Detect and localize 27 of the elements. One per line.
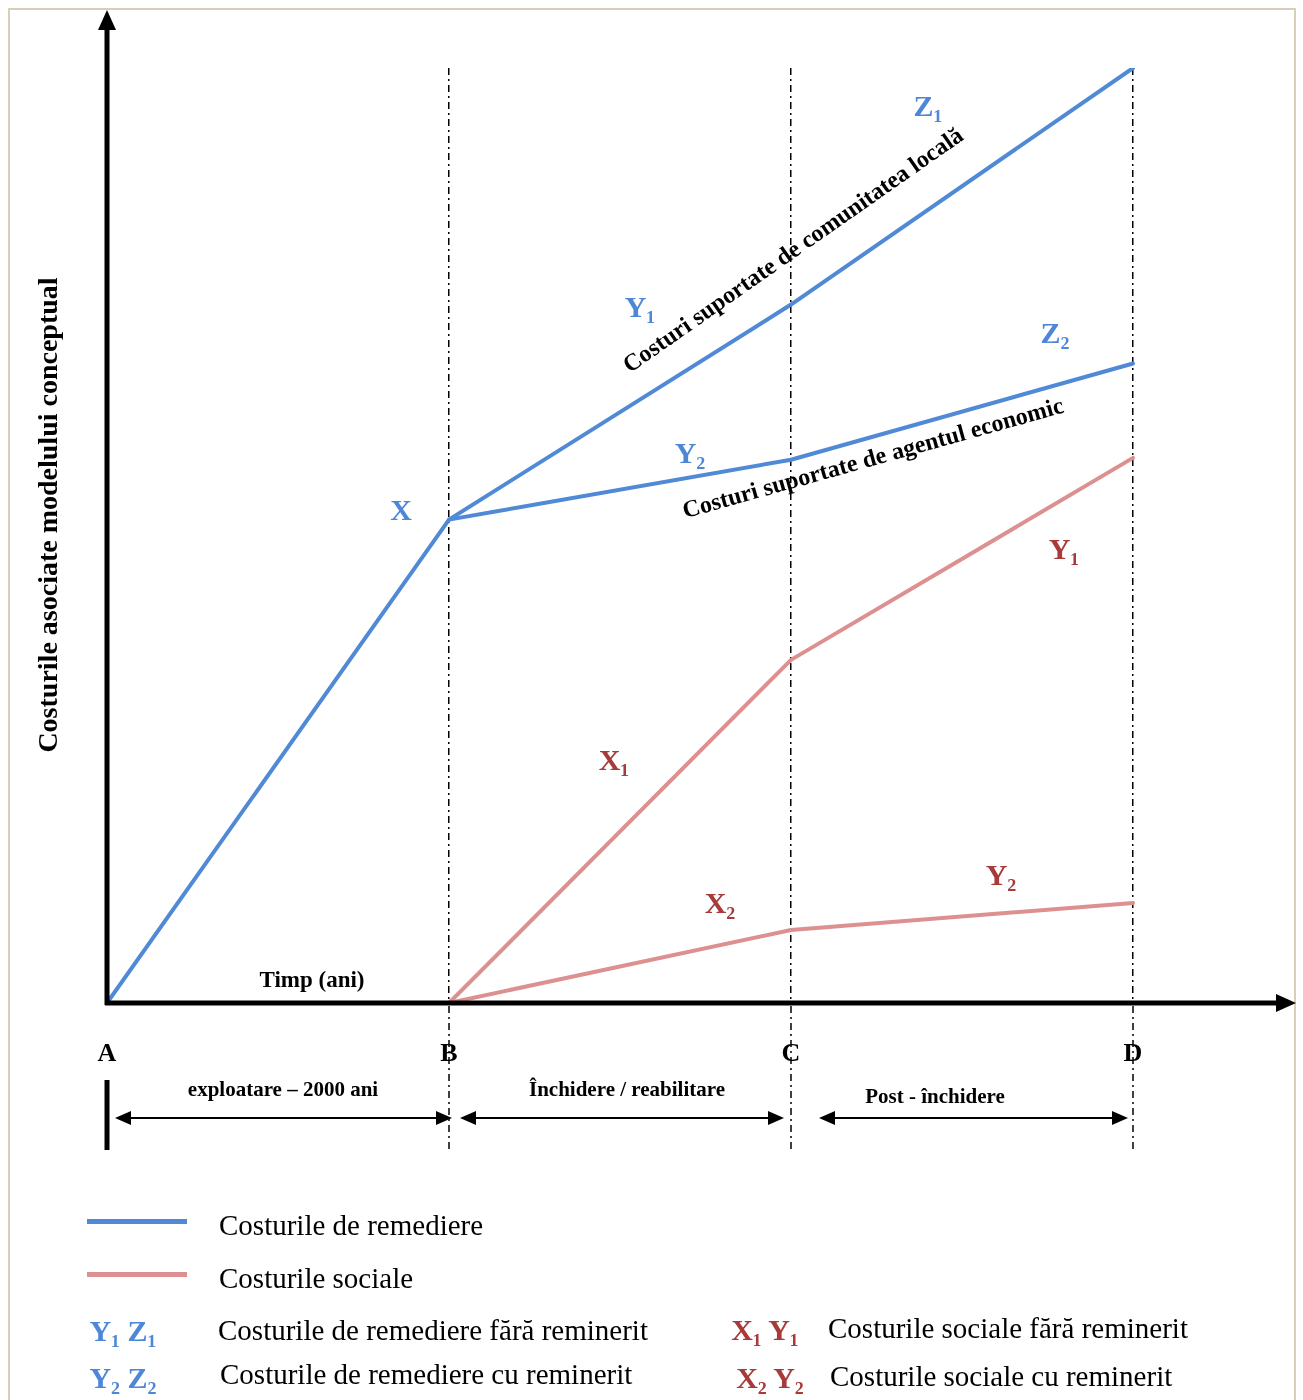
- text: X₂ Y₂: [736, 1361, 804, 1395]
- annotation: Y₂: [674, 436, 706, 470]
- x-tick-label: C: [781, 1038, 801, 1068]
- legend-label: Costurile de remediere: [219, 1208, 484, 1242]
- y-axis-title: Costurile asociate modelului conceptual: [32, 277, 64, 753]
- text: Post - închidere: [865, 1083, 1005, 1109]
- text: exploatare – 2000 ani: [187, 1076, 379, 1102]
- x-axis-title: Timp (ani): [259, 967, 365, 993]
- text: Costurile sociale cu reminerit: [830, 1359, 1173, 1393]
- text: Y₂ Z₂: [89, 1361, 157, 1395]
- legend-label: Costurile sociale: [219, 1261, 414, 1295]
- annotation: X₂: [704, 886, 736, 920]
- annotation: X: [390, 493, 412, 527]
- annotation: Y₁: [1048, 532, 1080, 566]
- annotation: Z₂: [1040, 316, 1070, 350]
- text: Închidere / reabilitare: [529, 1076, 725, 1102]
- text: Costurile sociale fără reminerit: [828, 1311, 1188, 1345]
- text: Y₁ Z₁: [89, 1314, 157, 1348]
- annotation: Z₁: [913, 89, 943, 123]
- text: Costurile de remediere fără reminerit: [218, 1313, 648, 1347]
- annotation: X₁: [598, 743, 630, 777]
- text: X₁ Y₁: [731, 1313, 799, 1347]
- text: Costurile de remediere cu reminerit: [220, 1357, 633, 1391]
- x-tick-label: B: [440, 1038, 458, 1068]
- x-tick-label: A: [97, 1038, 117, 1068]
- annotation: Y₂: [985, 858, 1017, 892]
- x-tick-label: D: [1123, 1038, 1143, 1068]
